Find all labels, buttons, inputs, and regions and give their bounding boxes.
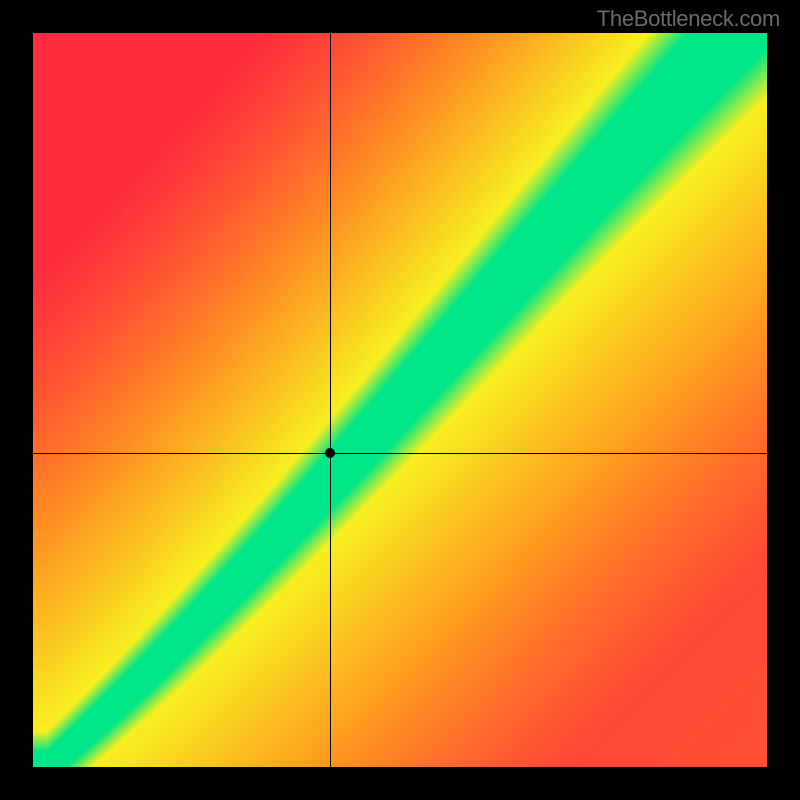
- data-point-marker: [325, 448, 335, 458]
- crosshair-horizontal: [33, 453, 767, 454]
- heatmap-canvas: [33, 33, 767, 767]
- crosshair-vertical: [330, 33, 331, 767]
- heatmap-plot: [33, 33, 767, 767]
- watermark-text: TheBottleneck.com: [597, 6, 780, 32]
